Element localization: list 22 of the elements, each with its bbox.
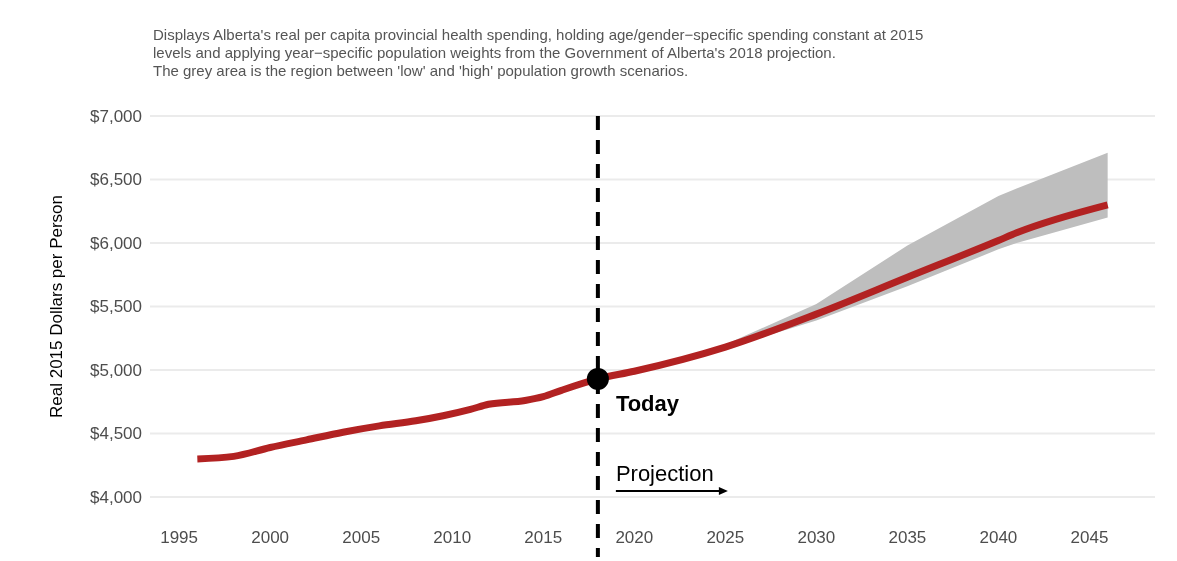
x-tick-label: 2020: [615, 528, 654, 547]
y-tick-label: $4,500: [90, 424, 142, 444]
y-tick-label: $7,000: [90, 106, 142, 126]
x-tick-label: 2005: [342, 528, 381, 547]
chart-subtitle: Displays Alberta's real per capita provincial health spending, holding age/gender−specific spending constant at 2015 levels and applying year−specific population weights from the Government of Alberta's 2018 projection. The grey area is the region between 'low' and 'high' population growth scenarios.: [153, 26, 924, 79]
x-tick-label: 2025: [706, 528, 745, 547]
annotation: Today: [615, 390, 680, 416]
y-tick-label: $5,500: [90, 297, 142, 317]
x-tick-label: 2030: [797, 528, 836, 547]
x-tick-label: 2000: [251, 528, 290, 547]
x-tick-label: 2040: [979, 528, 1018, 547]
y-tick-label: $5,000: [90, 360, 142, 380]
annotation: Projection: [615, 461, 714, 486]
x-tick-label: 2045: [1070, 528, 1109, 547]
y-axis-title: Real 2015 Dollars per Person: [47, 194, 66, 419]
x-tick-label: 2010: [433, 528, 472, 547]
x-tick-label: 1995: [160, 528, 199, 547]
y-tick-label: $4,000: [90, 487, 142, 507]
x-tick-label: 2015: [524, 528, 563, 547]
y-tick-label: $6,500: [90, 170, 142, 190]
y-tick-label: $6,000: [90, 233, 142, 253]
x-tick-label: 2035: [888, 528, 927, 547]
